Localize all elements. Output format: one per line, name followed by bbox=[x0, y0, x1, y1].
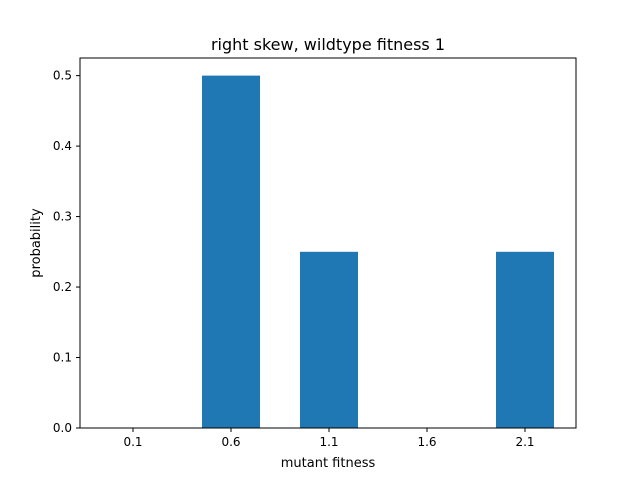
y-tick-label: 0.0 bbox=[53, 421, 72, 435]
x-tick-label: 0.1 bbox=[123, 435, 142, 449]
bars-group bbox=[202, 75, 554, 428]
x-tick-label: 0.6 bbox=[221, 435, 240, 449]
y-tick-label: 0.4 bbox=[53, 139, 72, 153]
x-tick-label: 1.1 bbox=[319, 435, 338, 449]
chart-title: right skew, wildtype fitness 1 bbox=[211, 35, 445, 54]
bar-2.1 bbox=[496, 251, 554, 428]
x-axis-label: mutant fitness bbox=[281, 456, 376, 471]
x-tick-label: 1.6 bbox=[417, 435, 436, 449]
y-tick-label: 0.2 bbox=[53, 280, 72, 294]
y-tick-label: 0.3 bbox=[53, 210, 72, 224]
y-axis-label: probability bbox=[29, 208, 44, 278]
x-tick-label: 2.1 bbox=[515, 435, 534, 449]
y-tick-label: 0.1 bbox=[53, 351, 72, 365]
y-axis: 0.0 0.1 0.2 0.3 0.4 0.5 bbox=[53, 69, 80, 435]
plot-frame bbox=[79, 57, 577, 429]
bar-0.6 bbox=[202, 75, 260, 428]
y-tick-label: 0.5 bbox=[53, 69, 72, 83]
x-axis: 0.1 0.6 1.1 1.6 2.1 bbox=[123, 428, 535, 449]
bar-1.1 bbox=[300, 251, 358, 428]
